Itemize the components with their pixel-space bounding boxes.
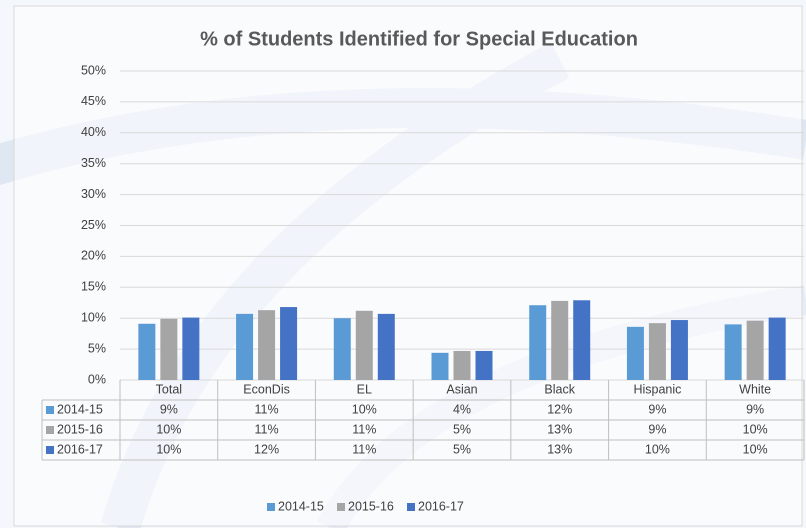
bar (768, 317, 786, 380)
y-tick-label: 5% (88, 341, 106, 355)
bar (431, 352, 449, 380)
x-tick-label: Black (544, 382, 575, 396)
x-tick-label: Asian (446, 382, 477, 396)
y-tick-label: 0% (88, 372, 106, 386)
data-label: 9% (746, 402, 764, 416)
data-label: 10% (352, 402, 377, 416)
bar (333, 318, 351, 380)
data-label: 9% (648, 402, 666, 416)
x-tick-label: Total (156, 382, 182, 396)
bar (746, 320, 764, 380)
data-label: 10% (743, 442, 768, 456)
bar (160, 318, 178, 380)
legend-key (337, 503, 345, 511)
data-label: 11% (352, 442, 376, 456)
table-legend-key (46, 406, 54, 414)
bar (626, 326, 644, 380)
bar (529, 305, 547, 380)
data-label: 5% (453, 442, 471, 456)
bar (724, 324, 742, 380)
table-legend-key (46, 446, 54, 454)
bar (453, 350, 471, 380)
x-tick-label: EL (357, 382, 372, 396)
bar (377, 313, 395, 380)
data-label: 4% (453, 402, 471, 416)
y-tick-label: 15% (81, 280, 106, 294)
y-tick-label: 20% (81, 249, 106, 263)
data-label: 11% (352, 422, 376, 436)
data-label: 9% (160, 402, 178, 416)
legend-label: 2015-16 (348, 499, 394, 513)
y-tick-label: 35% (81, 156, 106, 170)
x-tick-label: White (739, 382, 771, 396)
chart-title: % of Students Identified for Special Edu… (200, 28, 638, 50)
data-label: 10% (156, 422, 181, 436)
y-tick-label: 25% (81, 218, 106, 232)
y-tick-label: 45% (81, 94, 106, 108)
data-label: 10% (743, 422, 768, 436)
bar (648, 323, 666, 380)
data-label: 11% (255, 422, 279, 436)
y-tick-label: 50% (81, 63, 106, 77)
x-tick-label: Hispanic (633, 382, 681, 396)
data-label: 5% (453, 422, 471, 436)
legend-label: 2016-17 (418, 499, 464, 513)
legend-key (407, 503, 415, 511)
data-label: 10% (156, 442, 181, 456)
data-label: 9% (648, 422, 666, 436)
chart-frame (13, 5, 803, 527)
table-row-label: 2015-16 (57, 422, 103, 436)
bar (236, 313, 254, 380)
table-row-label: 2014-15 (57, 402, 103, 416)
y-tick-label: 40% (81, 125, 106, 139)
data-label: 12% (254, 442, 279, 456)
legend-label: 2014-15 (278, 499, 324, 513)
bar (475, 350, 493, 380)
data-label: 10% (645, 442, 670, 456)
bar (355, 310, 373, 380)
bar (551, 300, 569, 380)
data-label: 13% (547, 442, 572, 456)
data-label: 11% (255, 402, 279, 416)
table-legend-key (46, 426, 54, 434)
table-row-label: 2016-17 (57, 442, 103, 456)
y-tick-label: 30% (81, 187, 106, 201)
bar (138, 323, 156, 380)
bar (258, 310, 276, 380)
x-tick-label: EconDis (243, 382, 290, 396)
bar (573, 300, 591, 380)
data-label: 13% (547, 422, 572, 436)
bar (182, 317, 200, 380)
bar (280, 307, 298, 380)
bar (670, 320, 688, 380)
data-label: 12% (547, 402, 572, 416)
legend-key (267, 503, 275, 511)
y-tick-label: 10% (81, 310, 106, 324)
